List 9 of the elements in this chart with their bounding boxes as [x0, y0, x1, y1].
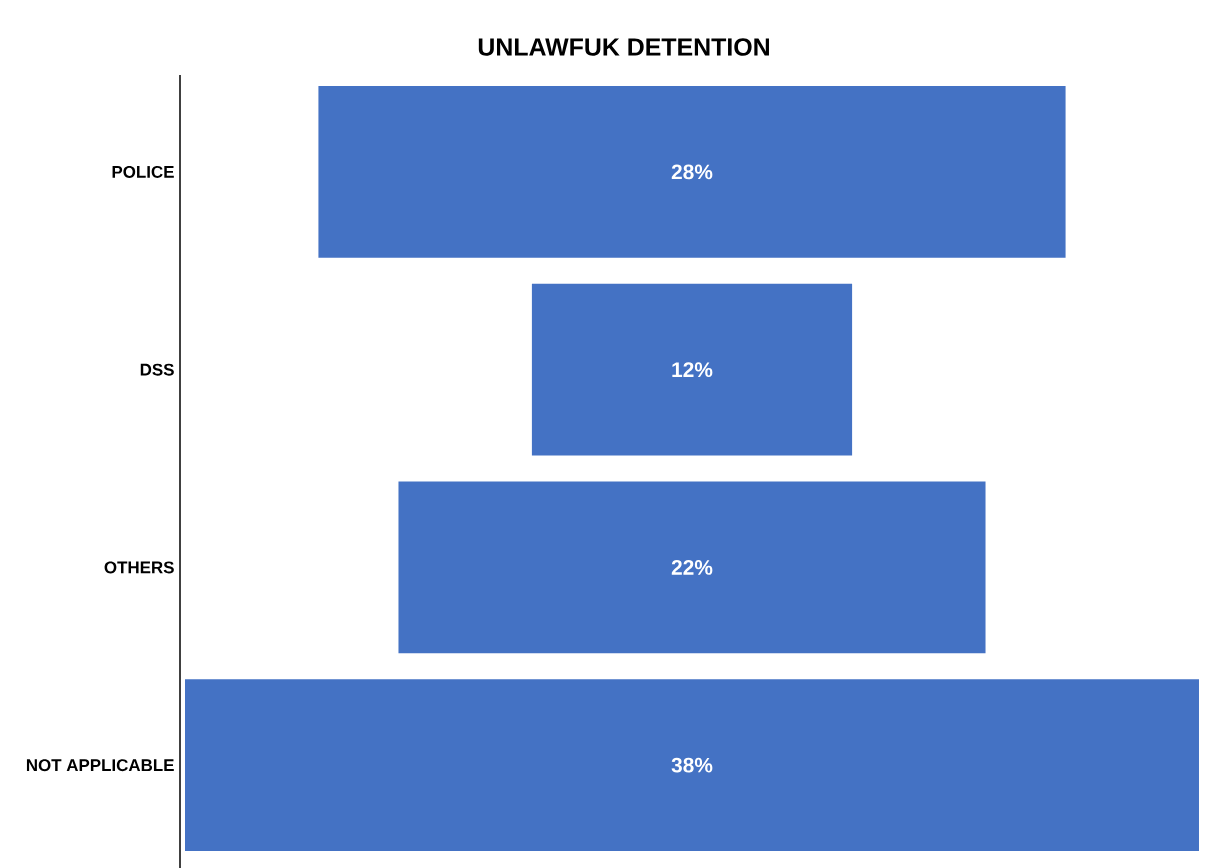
category-label: POLICE	[112, 165, 174, 178]
data-label: 12%	[672, 362, 713, 378]
data-label: 38%	[671, 757, 713, 773]
data-label: 22%	[671, 560, 713, 575]
category-label: DSS	[140, 363, 174, 376]
category-label: NOT APPLICABLE	[26, 759, 174, 772]
text: UNLAWFUK DETENTION	[478, 38, 769, 56]
data-label: 28%	[671, 164, 713, 180]
category-label: OTHERS	[104, 561, 174, 574]
